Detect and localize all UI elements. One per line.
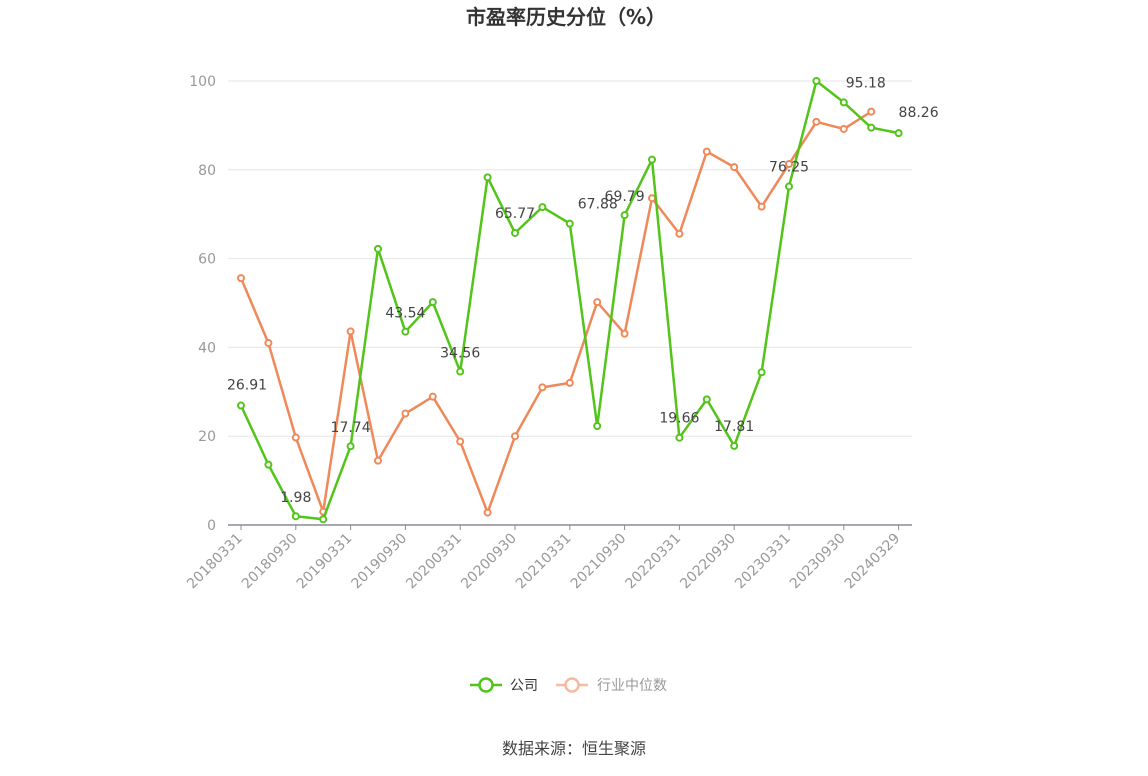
legend-item-industry[interactable]: 行业中位数	[556, 677, 667, 694]
data-point-industry[interactable]	[401, 409, 410, 418]
data-point-industry[interactable]	[812, 117, 821, 126]
data-point-company[interactable]	[785, 182, 793, 191]
legend-industry-label: 行业中位数	[597, 678, 667, 694]
legend-company-label: 公司	[510, 678, 538, 694]
data-label: 76.25	[769, 159, 809, 175]
x-tick-label: 20210930	[568, 531, 630, 593]
x-tick-label: 20210331	[513, 531, 575, 593]
x-tick-label: 20200930	[458, 531, 520, 593]
x-tick-label: 20240329	[842, 531, 904, 593]
y-tick-label: 80	[198, 163, 216, 179]
x-tick-label: 20200331	[403, 531, 465, 593]
series-lines	[237, 77, 903, 524]
data-point-company[interactable]	[374, 244, 382, 253]
data-point-industry[interactable]	[648, 194, 656, 203]
data-point-company[interactable]	[264, 460, 273, 469]
data-point-industry[interactable]	[511, 432, 519, 441]
data-point-company[interactable]	[757, 368, 766, 377]
data-point-company[interactable]	[675, 433, 684, 442]
data-point-industry[interactable]	[593, 298, 602, 307]
data-point-company[interactable]	[593, 421, 602, 430]
data-label: 43.54	[385, 306, 425, 322]
x-tick-label: 20220331	[623, 531, 685, 593]
data-label: 17.81	[714, 419, 754, 435]
grid-lines	[228, 80, 912, 437]
data-point-company[interactable]	[428, 298, 437, 307]
series-line-company	[239, 79, 899, 521]
data-point-company[interactable]	[730, 441, 739, 450]
data-point-company[interactable]	[702, 395, 711, 404]
y-tick-label: 40	[198, 340, 216, 356]
data-point-industry[interactable]	[483, 508, 492, 517]
data-label: 1.98	[280, 490, 311, 506]
data-label: 26.91	[227, 378, 267, 394]
data-point-company[interactable]	[346, 442, 355, 451]
data-label: 19.66	[659, 411, 699, 427]
data-label: 67.88	[578, 197, 618, 213]
y-tick-label: 20	[198, 429, 216, 445]
data-point-company[interactable]	[648, 155, 656, 164]
data-point-industry[interactable]	[757, 202, 766, 211]
data-point-industry[interactable]	[237, 274, 245, 283]
y-tick-label: 0	[207, 518, 216, 534]
data-point-industry[interactable]	[264, 338, 273, 347]
legend-item-company[interactable]: 公司	[470, 677, 538, 694]
data-point-industry[interactable]	[785, 160, 793, 169]
data-point-company[interactable]	[511, 228, 519, 237]
x-tick-label: 20190331	[294, 531, 356, 593]
source-text: 数据来源：恒生聚源	[502, 739, 646, 758]
x-tick-label: 20180331	[184, 531, 246, 593]
data-point-company[interactable]	[839, 98, 848, 107]
data-point-industry[interactable]	[374, 456, 382, 465]
series-line-industry	[239, 110, 872, 514]
data-point-industry[interactable]	[675, 229, 684, 238]
data-point-industry[interactable]	[730, 163, 739, 172]
data-point-industry[interactable]	[346, 327, 355, 336]
data-label: 65.77	[495, 206, 535, 222]
x-tick-label: 20220930	[677, 531, 739, 593]
data-point-company[interactable]	[867, 123, 876, 132]
data-point-company[interactable]	[812, 77, 821, 85]
data-point-company[interactable]	[319, 515, 328, 524]
data-point-industry[interactable]	[839, 124, 848, 133]
data-point-company[interactable]	[401, 327, 410, 336]
data-point-company[interactable]	[538, 203, 547, 212]
data-point-industry[interactable]	[565, 378, 574, 387]
data-point-industry[interactable]	[867, 107, 876, 116]
x-tick-label: 20180930	[239, 531, 301, 593]
data-point-company[interactable]	[565, 219, 574, 228]
data-point-industry[interactable]	[456, 437, 465, 446]
data-label: 95.18	[846, 75, 886, 91]
data-point-industry[interactable]	[702, 147, 711, 156]
data-label: 69.79	[605, 189, 645, 205]
x-tick-label: 20190930	[349, 531, 411, 593]
data-point-company[interactable]	[237, 401, 245, 410]
x-tick-label: 20230930	[787, 531, 849, 593]
y-tick-label: 100	[189, 74, 216, 90]
data-point-company[interactable]	[456, 367, 465, 376]
legend-industry-marker	[564, 677, 580, 693]
data-point-company[interactable]	[483, 173, 492, 182]
data-label: 34.56	[440, 346, 480, 362]
data-point-company[interactable]	[894, 129, 903, 138]
chart-title: 市盈率历史分位（%）	[466, 5, 666, 29]
legend: 公司 行业中位数	[470, 677, 667, 694]
data-point-industry[interactable]	[620, 329, 629, 338]
y-tick-label: 60	[198, 252, 216, 268]
data-point-company[interactable]	[620, 211, 629, 220]
data-label: 88.26	[899, 105, 939, 121]
x-tick-label: 20230331	[732, 531, 794, 593]
legend-company-marker	[478, 677, 494, 693]
data-point-company[interactable]	[291, 512, 300, 521]
data-point-industry[interactable]	[428, 392, 437, 401]
data-label: 17.74	[331, 420, 371, 436]
data-point-industry[interactable]	[538, 383, 547, 392]
data-point-industry[interactable]	[291, 433, 300, 442]
